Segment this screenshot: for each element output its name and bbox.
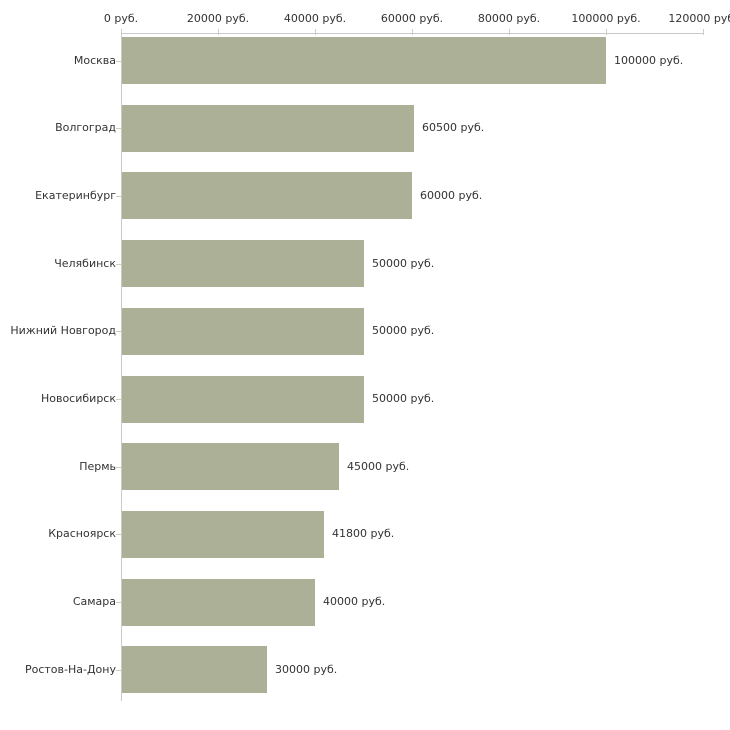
y-axis-tick-mark [116, 399, 121, 400]
value-label: 41800 руб. [332, 527, 395, 540]
bar [122, 376, 364, 423]
value-label: 100000 руб. [614, 54, 684, 67]
category-label: Ростов-На-Дону [24, 663, 116, 676]
bar [122, 37, 606, 84]
y-axis-tick-mark [116, 196, 121, 197]
x-axis-tick-mark [509, 29, 510, 35]
x-axis-tick-mark [315, 29, 316, 35]
bar [122, 511, 324, 558]
y-axis-tick-mark [116, 128, 121, 129]
value-label: 50000 руб. [372, 257, 435, 270]
y-axis-tick-mark [116, 534, 121, 535]
x-axis-tick-mark [121, 29, 122, 35]
bar [122, 172, 412, 219]
bar [122, 579, 315, 626]
x-axis-tick-label: 40000 руб. [283, 12, 347, 25]
bar [122, 240, 364, 287]
category-label: Пермь [79, 460, 116, 473]
bar [122, 443, 339, 490]
value-label: 60000 руб. [420, 189, 483, 202]
value-label: 60500 руб. [422, 121, 485, 134]
value-label: 45000 руб. [347, 460, 410, 473]
bar [122, 308, 364, 355]
y-axis-tick-mark [116, 467, 121, 468]
y-axis-tick-mark [116, 61, 121, 62]
y-axis-tick-mark [116, 670, 121, 671]
category-label: Новосибирск [40, 392, 116, 405]
value-label: 50000 руб. [372, 324, 435, 337]
x-axis-tick-mark [703, 29, 704, 35]
x-axis-tick-mark [412, 29, 413, 35]
bar [122, 646, 267, 693]
x-axis-tick-label: 60000 руб. [380, 12, 444, 25]
y-axis-tick-mark [116, 602, 121, 603]
x-axis-tick-label: 100000 руб. [571, 12, 641, 25]
category-label: Самара [72, 595, 116, 608]
category-label: Екатеринбург [35, 189, 116, 202]
value-label: 30000 руб. [275, 663, 338, 676]
x-axis-tick-label: 120000 руб. [668, 12, 730, 25]
category-label: Челябинск [54, 257, 116, 270]
x-axis-tick-label: 0 руб. [103, 12, 139, 25]
value-label: 40000 руб. [323, 595, 386, 608]
category-label: Москва [73, 54, 116, 67]
x-axis-tick-mark [218, 29, 219, 35]
y-axis-tick-mark [116, 331, 121, 332]
category-label: Волгоград [55, 121, 116, 134]
value-label: 50000 руб. [372, 392, 435, 405]
x-axis-tick-label: 20000 руб. [186, 12, 250, 25]
bar [122, 105, 414, 152]
y-axis-tick-mark [116, 264, 121, 265]
x-axis-tick-label: 80000 руб. [477, 12, 541, 25]
y-axis-line [121, 33, 122, 701]
x-axis-tick-mark [606, 29, 607, 35]
category-label: Нижний Новгород [10, 324, 116, 337]
category-label: Красноярск [48, 527, 116, 540]
